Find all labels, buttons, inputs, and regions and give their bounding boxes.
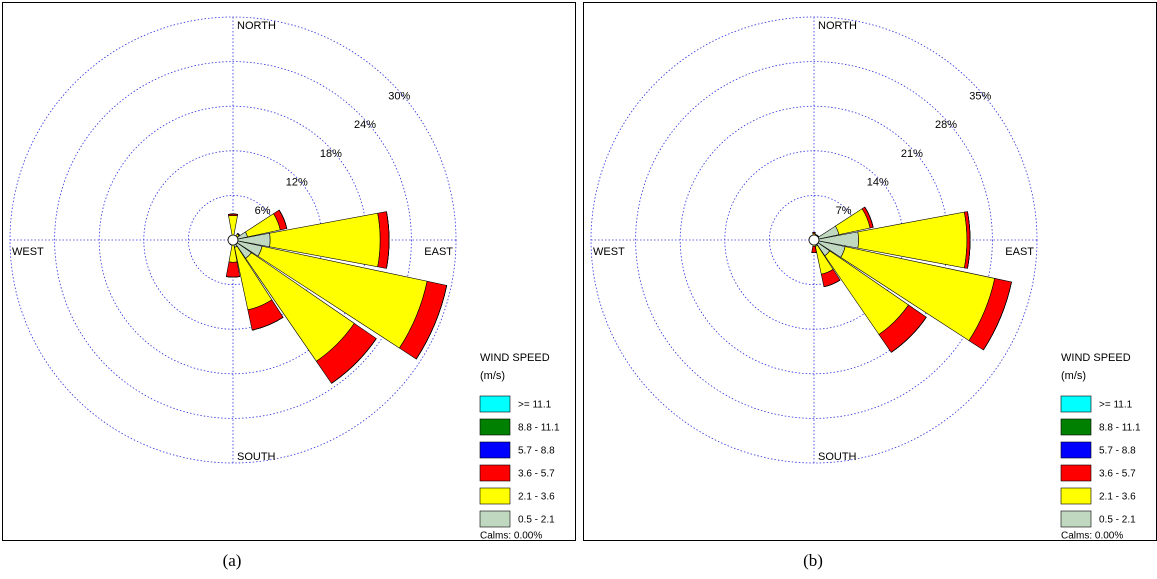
legend-label: 2.1 - 3.6 <box>518 492 555 503</box>
legend-label: 0.5 - 2.1 <box>518 515 555 526</box>
legend-swatch <box>1060 464 1092 482</box>
direction-label: NORTH <box>818 20 857 32</box>
legend-swatch <box>1060 510 1092 528</box>
legend-label: 8.8 - 11.1 <box>518 423 560 434</box>
wedge <box>226 276 240 278</box>
ring-label: 18% <box>320 148 342 160</box>
legend-title: WIND SPEED <box>480 352 550 364</box>
direction-label: WEST <box>12 246 44 258</box>
ring-label: 21% <box>901 148 923 160</box>
legend-label: 5.7 - 8.8 <box>1099 446 1136 457</box>
legend-unit: (m/s) <box>480 370 505 382</box>
legend-swatch <box>1060 441 1092 459</box>
wedge <box>811 245 817 254</box>
wedge <box>278 209 288 229</box>
caption: (b) <box>803 551 823 570</box>
calm-circle <box>808 234 820 246</box>
wedge <box>225 261 241 278</box>
ring-label: 28% <box>935 119 957 131</box>
wind-rose-panel: (a) 6% 12% 18% 24% 30% NORTH EAST SOUTH WEST WIND … <box>2 2 576 570</box>
legend-swatch <box>1060 418 1092 436</box>
legend-label: 8.8 - 11.1 <box>1099 423 1141 434</box>
legend-swatch <box>479 510 511 528</box>
legend-unit: (m/s) <box>1061 370 1086 382</box>
legend-label: >= 11.1 <box>1099 400 1133 411</box>
legend-swatch <box>479 418 511 436</box>
direction-label: WEST <box>593 246 625 258</box>
legend-title: WIND SPEED <box>1061 352 1131 364</box>
ring-label: 24% <box>354 119 376 131</box>
wedge <box>983 281 1012 351</box>
legend-swatch <box>1060 487 1092 505</box>
caption: (a) <box>223 551 242 570</box>
legend-swatch <box>479 487 511 505</box>
legend-label: >= 11.1 <box>518 400 552 411</box>
legend-label: 2.1 - 3.6 <box>1099 492 1136 503</box>
wedge <box>416 285 448 360</box>
ring-label: 14% <box>867 176 889 188</box>
ring-label: 6% <box>255 205 271 217</box>
calms-note: Calms: 0.00% <box>480 531 542 542</box>
calm-circle <box>227 234 239 246</box>
legend-label: 5.7 - 8.8 <box>518 446 555 457</box>
direction-label: EAST <box>424 246 453 258</box>
direction-label: NORTH <box>237 20 276 32</box>
ring-label: 30% <box>388 90 410 102</box>
legend-swatch <box>479 395 511 413</box>
direction-label: EAST <box>1005 246 1034 258</box>
wedge <box>864 206 874 228</box>
ring-label: 12% <box>286 176 308 188</box>
legend-swatch <box>479 441 511 459</box>
grid-ring <box>590 16 1038 464</box>
ring-label: 35% <box>969 90 991 102</box>
grid-ring <box>635 61 993 419</box>
calms-note: Calms: 0.00% <box>1061 531 1123 542</box>
grid-ring <box>54 61 412 419</box>
direction-label: SOUTH <box>818 451 857 463</box>
direction-label: SOUTH <box>237 451 276 463</box>
wedge <box>252 317 284 331</box>
legend-label: 3.6 - 5.7 <box>1099 469 1136 480</box>
legend-label: 3.6 - 5.7 <box>518 469 555 480</box>
grid-ring <box>9 16 457 464</box>
legend-swatch <box>1060 395 1092 413</box>
wedge <box>891 317 927 353</box>
legend-swatch <box>479 464 511 482</box>
legend-label: 0.5 - 2.1 <box>1099 515 1136 526</box>
wind-rose-panel: (b) 7% 14% 21% 28% 35% NORTH EAST SOUTH WEST WIND … <box>583 2 1157 570</box>
ring-label: 7% <box>836 205 852 217</box>
